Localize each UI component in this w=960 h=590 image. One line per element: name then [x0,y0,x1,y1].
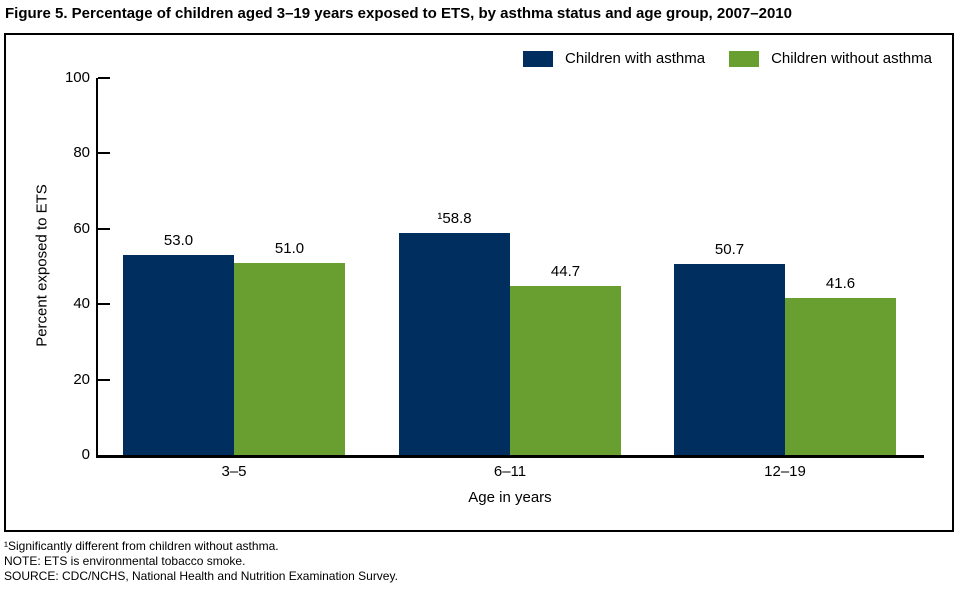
legend-swatch-without-asthma [729,50,760,67]
bar-value-label: 50.7 [714,240,745,258]
y-tick-label: 0 [81,446,90,463]
bar-without-asthma-group1 [234,262,345,455]
legend-label-without-asthma: Children without asthma [771,50,932,67]
bar-with-asthma-group1 [123,255,234,455]
bar-value-label: 44.7 [550,263,581,281]
y-tick-label: 20 [73,370,90,388]
footnotes: ¹Significantly different from children w… [4,539,398,584]
legend: Children with asthma Children without as… [523,50,932,67]
bar-value-label: 41.6 [825,275,856,293]
y-tick-mark [98,152,110,155]
legend-item-with-asthma: Children with asthma [523,50,705,67]
legend-swatch-with-asthma [523,50,554,67]
footnote-source: SOURCE: CDC/NCHS, National Health and Nu… [4,569,398,583]
y-tick-mark [98,303,110,306]
bar-with-asthma-group2 [399,233,510,455]
chart-frame: Children with asthma Children without as… [4,33,954,532]
footnote-note: NOTE: ETS is environmental tobacco smoke… [4,554,246,568]
x-category-label: 3–5 [221,463,247,480]
y-tick-mark [98,227,110,230]
bar-value-label: 51.0 [274,239,305,257]
footnote-significance: ¹Significantly different from children w… [4,539,279,553]
x-category-label: 12–19 [764,463,806,480]
bar-without-asthma-group3 [785,298,896,455]
y-axis-line [96,78,98,455]
y-tick-label: 100 [64,69,90,86]
x-axis-line [96,455,924,458]
y-tick-label: 40 [73,295,90,313]
figure-title: Figure 5. Percentage of children aged 3–… [5,5,792,22]
y-tick-mark [98,378,110,381]
bar-value-label: 53.0 [163,232,194,250]
x-axis-title: Age in years [468,489,552,506]
bar-value-label: ¹58.8 [437,210,472,228]
bar-with-asthma-group3 [674,263,785,455]
legend-item-without-asthma: Children without asthma [729,50,932,67]
plot-area: 0 20 40 60 80 100 53.0 51.0 3–5 ¹58.8 44.7 6–11 50.7… [6,35,952,530]
y-tick-label: 80 [73,144,90,162]
bar-without-asthma-group2 [510,286,621,455]
y-tick-label: 60 [73,219,90,237]
legend-label-with-asthma: Children with asthma [565,50,706,67]
x-category-label: 6–11 [493,463,527,480]
y-tick-mark [98,77,110,79]
